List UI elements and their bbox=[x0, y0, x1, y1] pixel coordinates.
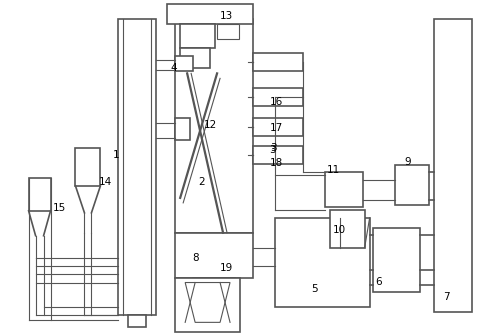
Bar bbox=[175, 118, 190, 140]
Text: 11: 11 bbox=[327, 165, 340, 175]
Bar bbox=[330, 210, 364, 248]
Text: 8: 8 bbox=[192, 253, 199, 263]
Bar bbox=[253, 88, 303, 106]
Text: 13: 13 bbox=[220, 11, 233, 21]
Bar bbox=[193, 277, 235, 327]
Text: 18: 18 bbox=[270, 158, 283, 168]
Bar bbox=[180, 23, 215, 49]
Text: 7: 7 bbox=[443, 292, 450, 303]
Text: 1: 1 bbox=[112, 150, 119, 160]
Bar bbox=[119, 19, 156, 315]
Text: 10: 10 bbox=[333, 225, 346, 235]
Text: 4: 4 bbox=[170, 63, 177, 73]
Text: 15: 15 bbox=[52, 203, 66, 213]
Bar bbox=[253, 118, 303, 136]
Bar bbox=[253, 54, 303, 71]
Text: 5: 5 bbox=[312, 284, 318, 294]
Bar bbox=[373, 228, 420, 292]
Text: 9: 9 bbox=[404, 157, 411, 167]
Text: 17: 17 bbox=[270, 123, 283, 133]
Bar bbox=[253, 146, 303, 164]
Text: 3: 3 bbox=[270, 143, 277, 153]
Text: 16: 16 bbox=[270, 97, 283, 107]
Bar bbox=[29, 178, 51, 211]
Bar bbox=[395, 165, 430, 205]
Text: 3: 3 bbox=[269, 145, 276, 155]
Text: 12: 12 bbox=[204, 120, 217, 130]
Bar bbox=[175, 19, 253, 233]
Bar bbox=[175, 57, 193, 71]
Bar bbox=[325, 172, 363, 207]
Bar bbox=[175, 233, 253, 277]
Polygon shape bbox=[185, 282, 230, 322]
Bar bbox=[217, 23, 239, 39]
Bar bbox=[75, 148, 101, 186]
Text: 2: 2 bbox=[198, 177, 205, 187]
Text: 19: 19 bbox=[220, 263, 233, 273]
Bar bbox=[275, 218, 370, 308]
Bar bbox=[175, 277, 240, 332]
Bar bbox=[180, 49, 210, 68]
Text: 14: 14 bbox=[98, 177, 112, 187]
Bar bbox=[434, 19, 472, 313]
Bar bbox=[167, 4, 253, 23]
Text: 6: 6 bbox=[376, 276, 382, 286]
Bar bbox=[128, 315, 146, 327]
